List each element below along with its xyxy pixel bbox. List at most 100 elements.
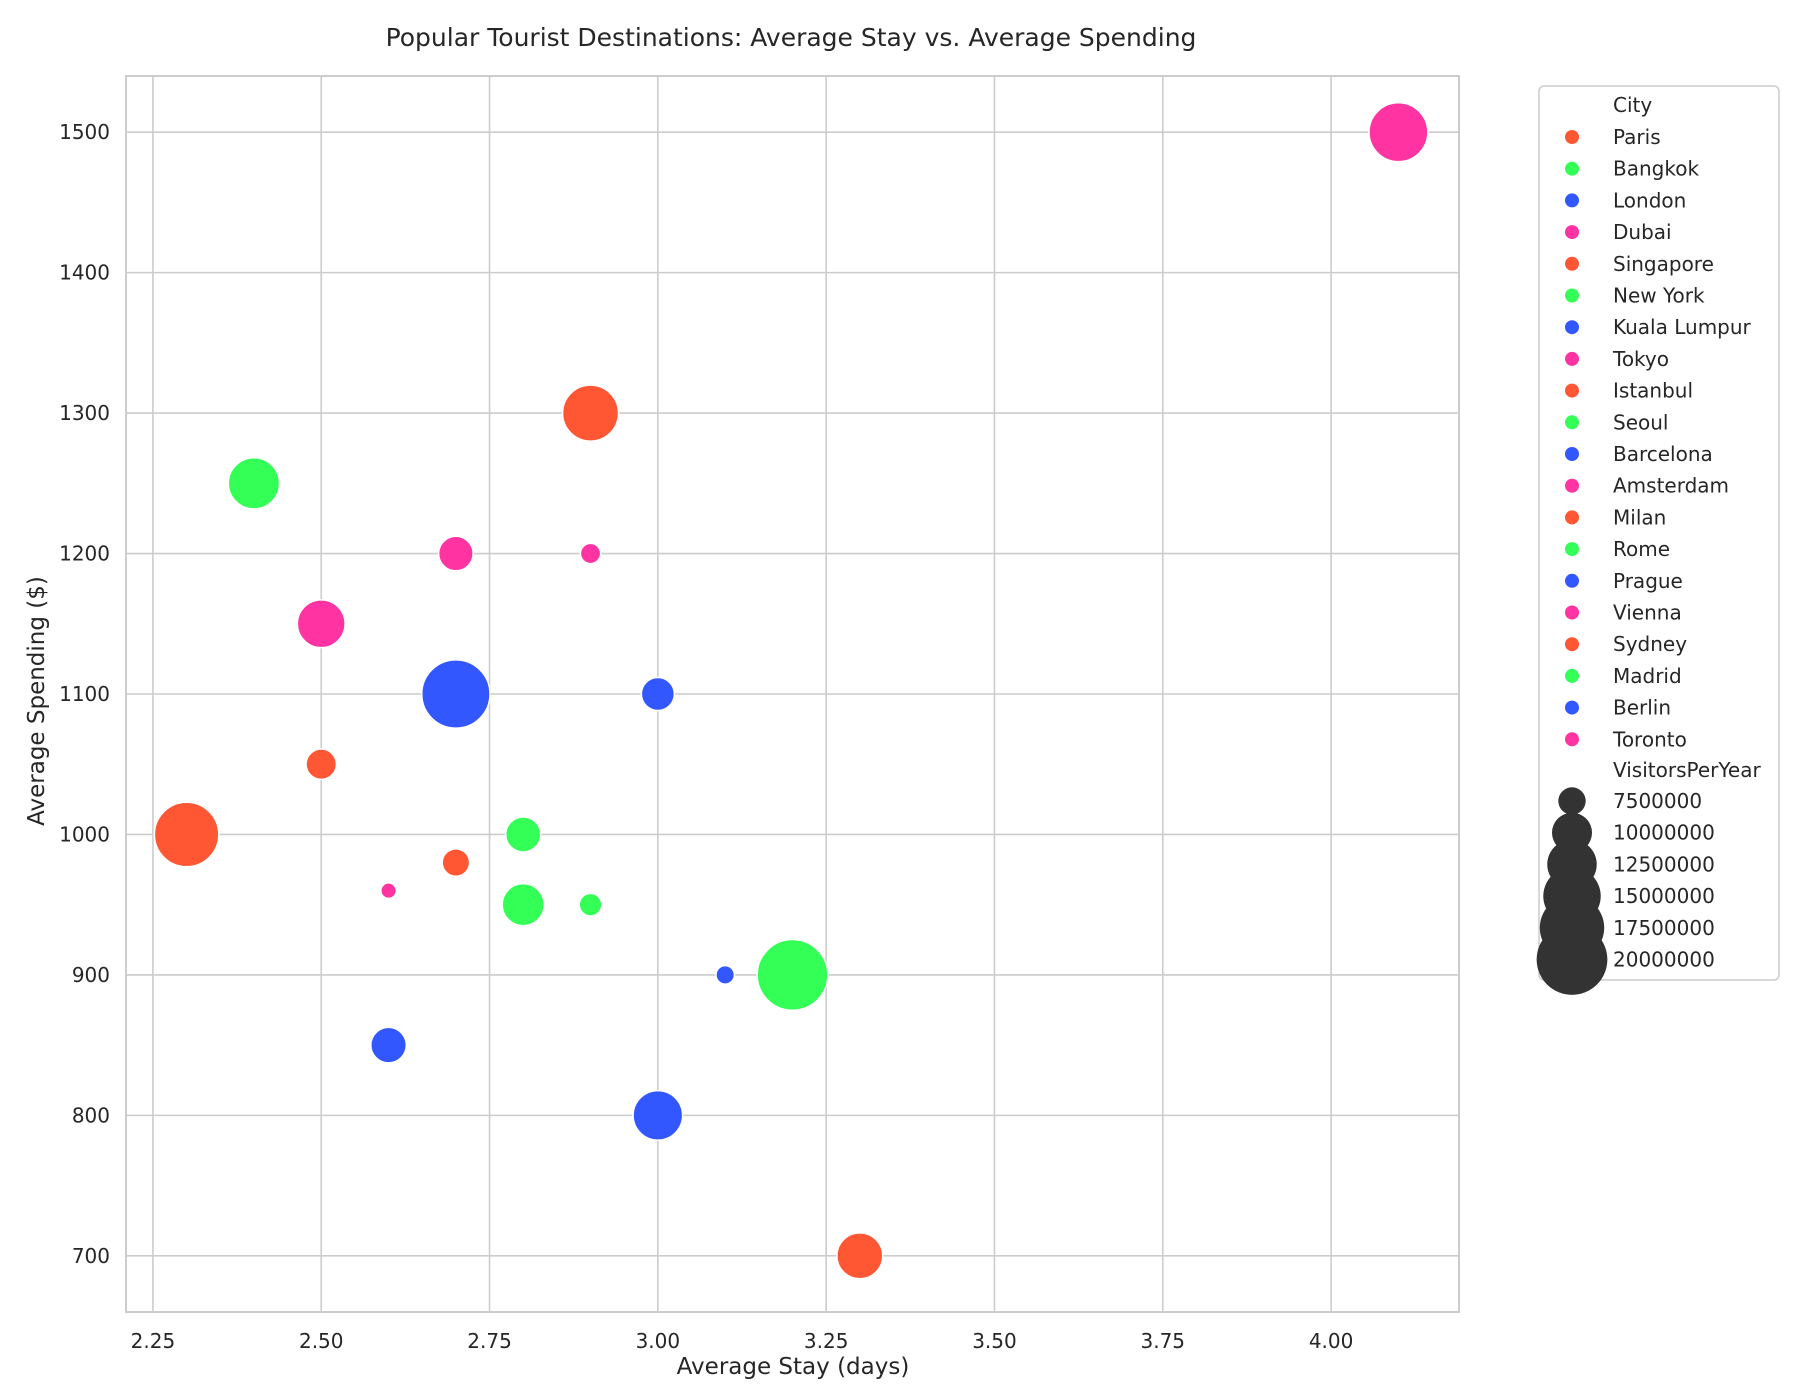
legend-label-amsterdam: Amsterdam [1613, 474, 1729, 498]
legend-size-title: VisitorsPerYear [1613, 758, 1761, 782]
legend-label-kuala-lumpur: Kuala Lumpur [1613, 315, 1752, 339]
legend-label-barcelona: Barcelona [1613, 442, 1713, 466]
legend-label-prague: Prague [1613, 569, 1683, 593]
point-sydney [441, 848, 471, 877]
legend-label-seoul: Seoul [1613, 410, 1668, 434]
legend-city-items: Paris Bangkok London Dubai Singapore New York… [1565, 125, 1752, 751]
x-tick-label: 3.50 [972, 1329, 1017, 1353]
legend-label-london: London [1613, 188, 1686, 212]
x-tick-label: 3.25 [804, 1329, 849, 1353]
y-tick-label: 1200 [59, 542, 110, 566]
point-istanbul [836, 1232, 884, 1280]
legend-box [1538, 85, 1780, 981]
legend-marker-singapore [1565, 256, 1579, 271]
legend-size-label: 15000000 [1613, 884, 1715, 908]
x-tick-label: 3.75 [1141, 1329, 1186, 1353]
point-paris [153, 801, 220, 868]
legend-size-marker [1558, 787, 1586, 815]
grid [126, 76, 1459, 1312]
legend-label-vienna: Vienna [1613, 601, 1682, 625]
y-tick-label: 1500 [59, 120, 110, 144]
legend-label-paris: Paris [1613, 125, 1661, 149]
point-barcelona [370, 1026, 408, 1064]
point-madrid [578, 892, 603, 917]
y-tick-label: 1000 [59, 822, 110, 846]
legend-marker-prague [1565, 573, 1579, 588]
legend-size-items: 7500000 10000000 12500000 15000000 17500000 2… [1536, 787, 1715, 995]
legend-label-rome: Rome [1613, 537, 1670, 561]
y-tick-label: 1100 [59, 682, 110, 706]
legend-label-singapore: Singapore [1613, 252, 1714, 276]
point-toronto [380, 882, 398, 900]
x-tick-label: 3.00 [636, 1329, 681, 1353]
legend-marker-paris [1565, 130, 1579, 144]
point-kuala-lumpur [632, 1089, 684, 1141]
legend-label-berlin: Berlin [1613, 696, 1671, 720]
point-amsterdam [437, 535, 474, 572]
y-tick-label: 700 [72, 1244, 110, 1268]
x-tick-label: 2.50 [299, 1329, 344, 1353]
legend-label-new-york: New York [1613, 284, 1705, 308]
y-tick-label: 1300 [59, 401, 110, 425]
y-axis-ticks: 700 800 900 1000 1100 1200 1300 1400 1500 [59, 120, 110, 1268]
legend-label-sydney: Sydney [1613, 632, 1687, 656]
chart-title: Popular Tourist Destinations: Average St… [386, 23, 1197, 52]
legend-marker-london [1565, 193, 1579, 208]
point-seoul [501, 882, 545, 927]
y-tick-label: 1400 [59, 261, 110, 285]
y-tick-label: 900 [72, 963, 110, 987]
y-axis-title: Average Spending ($) [24, 576, 50, 826]
point-dubai [1368, 101, 1429, 163]
legend-label-milan: Milan [1613, 505, 1666, 529]
legend-marker-madrid [1565, 668, 1579, 683]
legend-marker-milan [1565, 510, 1579, 525]
legend-marker-new-york [1565, 288, 1579, 303]
legend-marker-seoul [1565, 415, 1579, 430]
legend: City Paris Bangkok London Dubai Singapore New… [1536, 85, 1780, 995]
legend-label-madrid: Madrid [1613, 664, 1682, 688]
point-rome [504, 816, 542, 853]
point-new-york [227, 456, 281, 510]
legend-marker-sydney [1565, 637, 1579, 652]
legend-marker-berlin [1565, 700, 1579, 715]
x-axis-title: Average Stay (days) [677, 1354, 910, 1380]
point-berlin [715, 964, 736, 985]
legend-marker-tokyo [1565, 351, 1579, 366]
legend-marker-kuala-lumpur [1565, 320, 1579, 335]
x-tick-label: 2.25 [131, 1329, 176, 1353]
legend-marker-toronto [1565, 732, 1579, 747]
point-tokyo [296, 599, 346, 649]
x-tick-label: 2.75 [467, 1329, 512, 1353]
legend-marker-dubai [1565, 225, 1579, 240]
point-milan [305, 748, 338, 781]
legend-marker-bangkok [1565, 161, 1579, 176]
legend-marker-istanbul [1565, 383, 1579, 398]
legend-marker-vienna [1565, 605, 1579, 620]
legend-label-istanbul: Istanbul [1613, 379, 1693, 403]
legend-label-dubai: Dubai [1613, 220, 1672, 244]
legend-size-label: 17500000 [1613, 916, 1715, 940]
point-london [421, 659, 491, 729]
legend-size-marker [1536, 924, 1608, 995]
point-prague [640, 676, 676, 712]
x-axis-ticks: 2.25 2.50 2.75 3.00 3.25 3.50 3.75 4.00 [131, 1329, 1354, 1353]
legend-label-bangkok: Bangkok [1613, 157, 1699, 181]
plot-frame [125, 75, 1460, 1313]
legend-label-tokyo: Tokyo [1612, 347, 1669, 371]
point-bangkok [756, 938, 829, 1012]
legend-marker-rome [1565, 542, 1579, 557]
legend-label-toronto: Toronto [1612, 727, 1687, 751]
legend-size-label: 12500000 [1613, 852, 1715, 876]
legend-city-title: City [1613, 93, 1652, 117]
point-vienna [579, 542, 602, 565]
x-tick-label: 4.00 [1309, 1329, 1354, 1353]
point-singapore [561, 384, 620, 442]
y-tick-label: 800 [72, 1103, 110, 1127]
legend-marker-barcelona [1565, 447, 1579, 461]
legend-size-label: 10000000 [1613, 821, 1715, 845]
legend-marker-amsterdam [1565, 478, 1579, 493]
data-points [153, 101, 1429, 1280]
legend-size-label: 7500000 [1613, 789, 1702, 813]
legend-size-label: 20000000 [1613, 948, 1715, 972]
